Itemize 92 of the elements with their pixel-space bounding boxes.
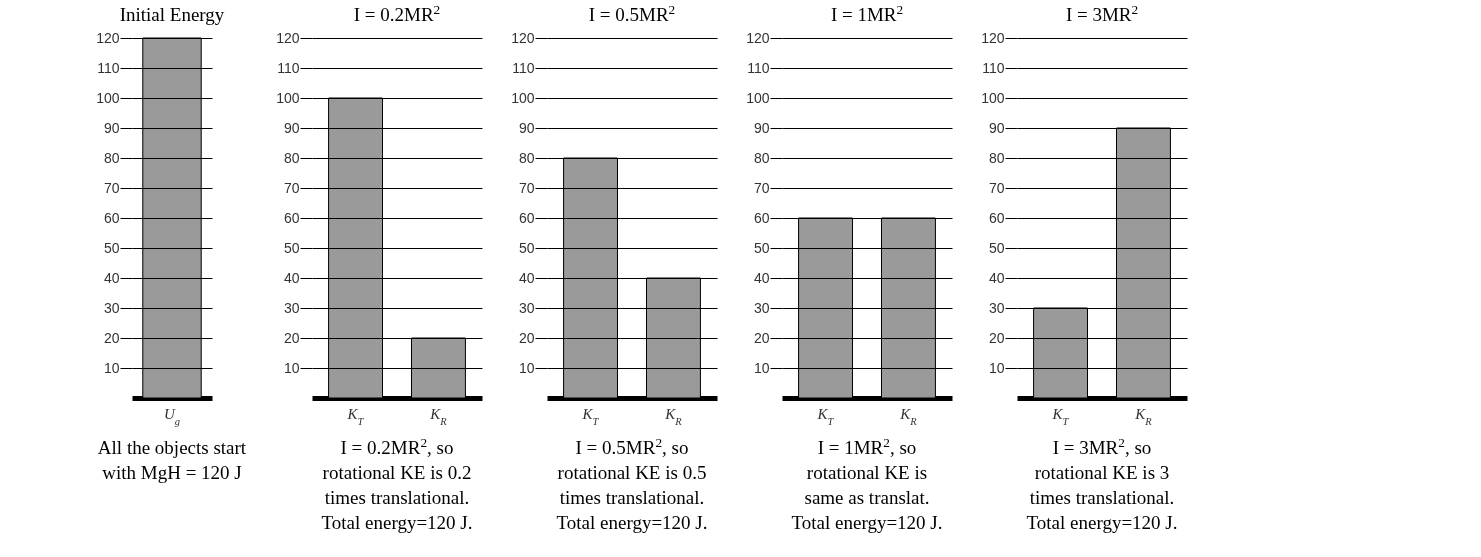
y-tick-label: 120 [276,29,300,46]
y-tick-label: 10 [753,359,770,376]
y-tick-label: 30 [283,299,300,316]
text: Total energy=120 J. [791,512,943,533]
y-tick-label: 100 [981,89,1005,106]
y-tick-label: 40 [753,269,770,286]
chart-title: I = 0.2MR$^{2}$ [353,1,441,25]
y-tick-label: 90 [103,119,120,136]
y-tick-label: 10 [283,359,300,376]
y-tick-label: 60 [988,209,1005,226]
y-tick-label: 120 [96,29,120,46]
y-tick-label: 20 [988,329,1005,346]
y-tick-label: 20 [103,329,120,346]
y-tick-label: 20 [283,329,300,346]
text: I = 0.5MR$^{2}$, so [575,434,689,458]
y-tick-label: 70 [518,179,535,196]
text: rotational KE is 0.2 [322,462,472,483]
y-tick-label: 10 [103,359,120,376]
y-tick-label: 90 [283,119,300,136]
y-tick-label: 90 [518,119,535,136]
text: same as translat. [804,487,930,508]
y-tick-label: 70 [283,179,300,196]
chart-title: I = 0.5MR$^{2}$ [588,1,676,25]
x-tick-label: U$_{g}$ [163,405,181,426]
y-tick-label: 70 [988,179,1005,196]
y-tick-label: 60 [518,209,535,226]
y-tick-label: 120 [511,29,535,46]
y-tick-label: 110 [277,59,300,76]
x-tick-label: K$_{T}$ [816,405,835,426]
text: I = 3MR$^{2}$, so [1052,434,1152,458]
text: All the objects start [97,437,247,458]
y-tick-label: 90 [753,119,770,136]
y-tick-label: 60 [753,209,770,226]
y-tick-label: 120 [746,29,770,46]
y-tick-label: 10 [518,359,535,376]
y-tick-label: 50 [518,239,535,256]
y-tick-label: 110 [512,59,535,76]
x-tick-label: K$_{R}$ [664,405,683,426]
y-tick-label: 120 [981,29,1005,46]
y-tick-label: 30 [518,299,535,316]
y-tick-label: 70 [753,179,770,196]
y-tick-label: 30 [103,299,120,316]
y-tick-label: 50 [103,239,120,256]
text: times translational. [324,487,470,508]
x-tick-label: K$_{R}$ [1134,405,1153,426]
y-tick-label: 40 [518,269,535,286]
y-tick-label: 70 [103,179,120,196]
x-tick-label: K$_{R}$ [899,405,918,426]
y-tick-label: 60 [283,209,300,226]
y-tick-label: 80 [103,149,120,166]
y-tick-label: 80 [988,149,1005,166]
y-tick-label: 60 [103,209,120,226]
chart-title: I = 3MR$^{2}$ [1065,1,1139,25]
text: rotational KE is 3 [1034,462,1170,483]
y-tick-label: 20 [518,329,535,346]
y-tick-label: 50 [753,239,770,256]
y-tick-label: 30 [753,299,770,316]
y-tick-label: 10 [988,359,1005,376]
text: Total energy=120 J. [1026,512,1178,533]
text: with MgH = 120 J [102,462,242,483]
text: I = 1MR$^{2}$, so [817,434,917,458]
x-tick-label: K$_{T}$ [346,405,365,426]
y-tick-label: 100 [276,89,300,106]
y-tick-label: 50 [283,239,300,256]
y-tick-label: 100 [511,89,535,106]
y-tick-label: 20 [753,329,770,346]
text: times translational. [1029,487,1175,508]
y-tick-label: 40 [103,269,120,286]
text: Total energy=120 J. [321,512,473,533]
chart-title: Initial Energy [119,4,225,25]
text: I = 0.2MR$^{2}$, so [340,434,454,458]
y-tick-label: 110 [97,59,120,76]
text: Total energy=120 J. [556,512,708,533]
y-tick-label: 100 [96,89,120,106]
y-tick-label: 90 [988,119,1005,136]
y-tick-label: 100 [746,89,770,106]
y-tick-label: 110 [747,59,770,76]
y-tick-label: 40 [283,269,300,286]
y-tick-label: 40 [988,269,1005,286]
y-tick-label: 110 [982,59,1005,76]
y-tick-label: 80 [753,149,770,166]
y-tick-label: 80 [283,149,300,166]
x-tick-label: K$_{R}$ [429,405,448,426]
y-tick-label: 80 [518,149,535,166]
text: rotational KE is [806,462,928,483]
y-tick-label: 30 [988,299,1005,316]
y-tick-label: 50 [988,239,1005,256]
x-tick-label: K$_{T}$ [581,405,600,426]
text: times translational. [559,487,705,508]
x-tick-label: K$_{T}$ [1051,405,1070,426]
chart-title: I = 1MR$^{2}$ [830,1,904,25]
text: rotational KE is 0.5 [557,462,707,483]
